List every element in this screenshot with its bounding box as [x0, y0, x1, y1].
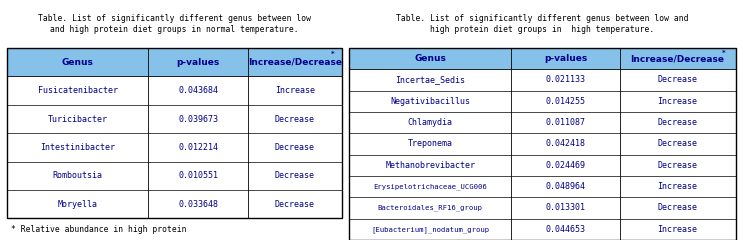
Text: Turicibacter: Turicibacter — [48, 114, 108, 124]
Text: 0.042418: 0.042418 — [545, 139, 585, 149]
Text: Increase: Increase — [658, 182, 698, 191]
Text: Decrease: Decrease — [658, 139, 698, 149]
Text: 0.039673: 0.039673 — [178, 114, 218, 124]
Text: Decrease: Decrease — [658, 118, 698, 127]
Text: Decrease: Decrease — [658, 204, 698, 212]
Bar — [7, 48, 342, 76]
Text: 0.014255: 0.014255 — [545, 97, 585, 106]
Text: Table. List of significantly different genus between low
and high protein diet g: Table. List of significantly different g… — [38, 14, 311, 34]
Text: 0.012214: 0.012214 — [178, 143, 218, 152]
Text: Decrease: Decrease — [275, 200, 315, 209]
Text: * Relative abundance in high protein: * Relative abundance in high protein — [10, 225, 186, 234]
Text: 0.033648: 0.033648 — [178, 200, 218, 209]
Text: Incertae_Sedis: Incertae_Sedis — [395, 76, 465, 84]
Bar — [7, 48, 342, 218]
Text: 0.021133: 0.021133 — [545, 76, 585, 84]
Text: Fusicatenibacter: Fusicatenibacter — [38, 86, 117, 95]
Text: Moryella: Moryella — [58, 200, 97, 209]
Text: Romboutsia: Romboutsia — [53, 171, 103, 180]
Text: 0.043684: 0.043684 — [178, 86, 218, 95]
Text: Increase: Increase — [658, 97, 698, 106]
Text: Decrease: Decrease — [275, 171, 315, 180]
Bar — [349, 48, 736, 69]
Text: Increase: Increase — [658, 225, 698, 234]
Text: Genus: Genus — [62, 58, 94, 67]
Text: Methanobrevibacter: Methanobrevibacter — [386, 161, 476, 170]
Text: Negativibacillus: Negativibacillus — [390, 97, 470, 106]
Text: 0.011087: 0.011087 — [545, 118, 585, 127]
Text: Increase/Decrease: Increase/Decrease — [631, 54, 724, 63]
Text: Bacteroidales_RF16_group: Bacteroidales_RF16_group — [378, 205, 483, 211]
Text: 0.013301: 0.013301 — [545, 204, 585, 212]
Text: Decrease: Decrease — [658, 161, 698, 170]
Text: Chlamydia: Chlamydia — [408, 118, 452, 127]
Text: Increase/Decrease: Increase/Decrease — [248, 58, 342, 67]
Text: 0.048964: 0.048964 — [545, 182, 585, 191]
Text: Decrease: Decrease — [275, 143, 315, 152]
Text: Genus: Genus — [415, 54, 447, 63]
Text: p-values: p-values — [544, 54, 587, 63]
Text: Increase: Increase — [275, 86, 315, 95]
Text: *: * — [331, 51, 334, 57]
Text: Treponema: Treponema — [408, 139, 452, 149]
Text: Erysipelotrichaceae_UCG006: Erysipelotrichaceae_UCG006 — [374, 183, 487, 190]
Text: 0.010551: 0.010551 — [178, 171, 218, 180]
Bar — [349, 48, 736, 240]
Text: Decrease: Decrease — [658, 76, 698, 84]
Text: Table. List of significantly different genus between low and
high protein diet g: Table. List of significantly different g… — [396, 14, 689, 34]
Text: [Eubacterium]_nodatum_group: [Eubacterium]_nodatum_group — [372, 226, 490, 233]
Text: *: * — [721, 50, 725, 56]
Text: 0.044653: 0.044653 — [545, 225, 585, 234]
Text: Intestinibacter: Intestinibacter — [40, 143, 115, 152]
Text: 0.024469: 0.024469 — [545, 161, 585, 170]
Text: p-values: p-values — [176, 58, 220, 67]
Text: Decrease: Decrease — [275, 114, 315, 124]
